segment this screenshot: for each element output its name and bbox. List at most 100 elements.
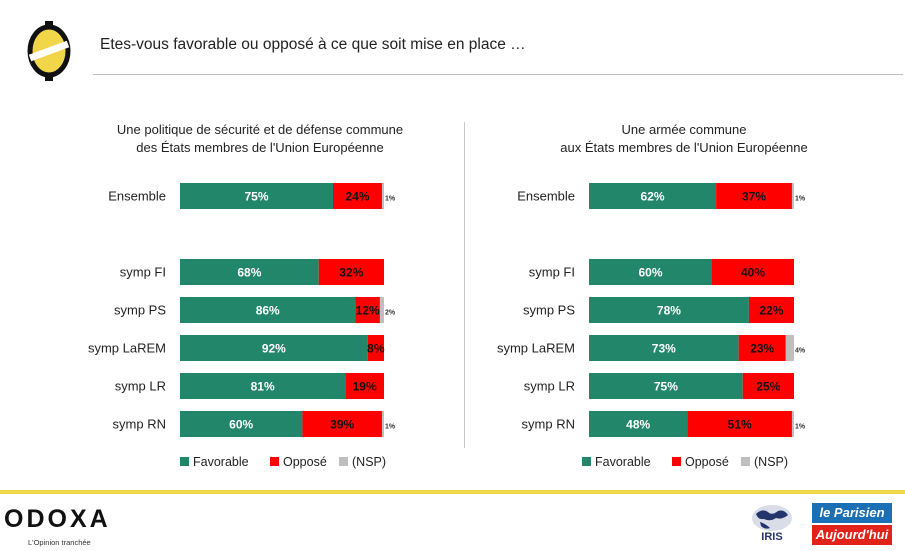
right-legend-swatch xyxy=(672,457,681,466)
right-data-label: 23% xyxy=(750,342,774,356)
right-data-label: 4% xyxy=(795,348,806,355)
left-legend-label: Opposé xyxy=(283,455,327,469)
right-bar-favorable xyxy=(589,259,712,285)
right-category-label: symp RN xyxy=(522,417,575,432)
right-data-label: 40% xyxy=(741,266,765,280)
right-bar-oppose xyxy=(748,297,794,323)
right-bar-nsp xyxy=(791,411,794,437)
right-bar-oppose xyxy=(742,373,794,399)
left-data-label: 81% xyxy=(251,380,275,394)
left-bar-nsp xyxy=(379,297,384,323)
left-bar-favorable xyxy=(180,335,368,361)
odoxa-emblem-logo xyxy=(27,21,71,81)
left-bar-oppose xyxy=(355,297,380,323)
brand-band xyxy=(0,490,905,494)
left-category-label: Ensemble xyxy=(108,189,166,204)
survey-question: Etes-vous favorable ou opposé à ce que s… xyxy=(100,36,526,53)
chart-title-right-line1: Une armée commune xyxy=(621,122,747,137)
left-category-label: symp PS xyxy=(114,303,166,318)
left-bar-favorable xyxy=(180,259,319,285)
left-data-label: 39% xyxy=(330,418,354,432)
right-bar-nsp xyxy=(791,183,794,209)
right-bar-favorable xyxy=(589,411,688,437)
left-bar-favorable xyxy=(180,411,303,437)
right-data-label: 37% xyxy=(742,190,766,204)
right-legend-label: Opposé xyxy=(685,455,729,469)
left-legend-swatch xyxy=(180,457,189,466)
chart-title-right-line2: aux États membres de l'Union Européenne xyxy=(560,140,808,155)
right-legend-swatch xyxy=(582,457,591,466)
le-parisien-line2: Aujourd'hui xyxy=(812,525,892,545)
chart-title-right: Une armée commune aux États membres de l… xyxy=(484,121,884,157)
left-bar-nsp xyxy=(381,411,384,437)
right-data-label: 75% xyxy=(654,380,678,394)
chart-title-left-line1: Une politique de sécurité et de défense … xyxy=(116,122,404,137)
right-data-label: 62% xyxy=(641,190,665,204)
left-legend-swatch xyxy=(270,457,279,466)
left-bar-nsp xyxy=(381,183,384,209)
left-category-label: symp RN xyxy=(113,417,166,432)
iris-wordmark: IRIS xyxy=(761,531,782,543)
le-parisien-line1: le Parisien xyxy=(812,503,892,523)
right-bar-favorable xyxy=(589,373,743,399)
right-data-label: 73% xyxy=(652,342,676,356)
right-category-label: symp LaREM xyxy=(497,341,575,356)
right-bar-favorable xyxy=(589,183,717,209)
iris-logo: IRIS xyxy=(752,505,792,543)
left-data-label: 75% xyxy=(244,190,268,204)
chart-title-left-line2: des États membres de l'Union Européenne xyxy=(136,140,384,155)
left-data-label: 2% xyxy=(385,310,396,317)
right-legend-label: (NSP) xyxy=(754,455,788,469)
left-data-label: 92% xyxy=(262,342,286,356)
chart-title-left: Une politique de sécurité et de défense … xyxy=(60,121,460,157)
left-bar-oppose xyxy=(302,411,382,437)
left-data-label: 60% xyxy=(229,418,253,432)
left-category-label: symp FI xyxy=(120,265,166,280)
left-data-label: 8% xyxy=(367,342,385,356)
right-data-label: 25% xyxy=(756,380,780,394)
left-bar-favorable xyxy=(180,183,333,209)
left-data-label: 86% xyxy=(256,304,280,318)
left-data-label: 1% xyxy=(385,424,396,431)
right-legend-swatch xyxy=(741,457,750,466)
left-legend-swatch xyxy=(339,457,348,466)
left-data-label: 1% xyxy=(385,196,396,203)
left-data-label: 19% xyxy=(353,380,377,394)
left-data-label: 68% xyxy=(237,266,261,280)
right-bar-nsp xyxy=(785,335,794,361)
odoxa-tagline: L'Opinion tranchée xyxy=(28,538,91,547)
left-bar-oppose xyxy=(367,335,384,361)
header-divider xyxy=(93,74,903,75)
right-bar-favorable xyxy=(589,297,749,323)
right-data-label: 60% xyxy=(638,266,662,280)
right-category-label: Ensemble xyxy=(517,189,575,204)
right-data-label: 51% xyxy=(728,418,752,432)
right-category-label: symp PS xyxy=(523,303,575,318)
left-bar-oppose xyxy=(333,183,382,209)
odoxa-wordmark: ODOXA xyxy=(4,505,111,533)
left-bar-oppose xyxy=(318,259,384,285)
left-bar-favorable xyxy=(180,297,356,323)
right-bar-oppose xyxy=(687,411,792,437)
right-data-label: 78% xyxy=(657,304,681,318)
right-category-label: symp FI xyxy=(529,265,575,280)
left-data-label: 12% xyxy=(356,304,380,318)
le-parisien-logo: le Parisien Aujourd'hui xyxy=(812,503,892,547)
right-bar-oppose xyxy=(716,183,792,209)
right-bar-favorable xyxy=(589,335,739,361)
left-data-label: 24% xyxy=(345,190,369,204)
right-data-label: 1% xyxy=(795,424,806,431)
left-category-label: symp LR xyxy=(115,379,166,394)
charts-divider xyxy=(464,122,465,448)
right-category-label: symp LR xyxy=(524,379,575,394)
left-legend-label: Favorable xyxy=(193,455,249,469)
right-data-label: 22% xyxy=(759,304,783,318)
right-data-label: 1% xyxy=(795,196,806,203)
left-category-label: symp LaREM xyxy=(88,341,166,356)
left-legend-label: (NSP) xyxy=(352,455,386,469)
right-legend-label: Favorable xyxy=(595,455,651,469)
left-data-label: 32% xyxy=(339,266,363,280)
right-bar-oppose xyxy=(712,259,794,285)
